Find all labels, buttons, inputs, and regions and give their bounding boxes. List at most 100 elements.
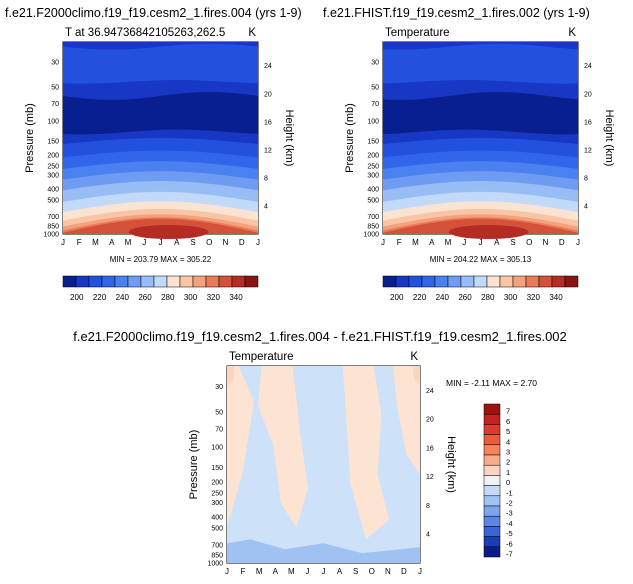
colorbar-label: 260	[138, 293, 152, 302]
min-max-label: MIN = 204.22 MAX = 305.13	[430, 255, 532, 264]
colorbar-swatch	[75, 275, 90, 288]
x-tick-label: A	[337, 567, 343, 576]
y-tick-label: 400	[367, 187, 379, 194]
x-tick-label: S	[353, 567, 358, 576]
y-tick-label: 250	[367, 163, 379, 170]
colorbar-label: -1	[506, 488, 513, 497]
contour-band-tropopause	[383, 91, 578, 135]
colorbar-label: -6	[506, 539, 513, 548]
y-right-tick-label: 16	[264, 119, 272, 126]
colorbar-label: -2	[506, 499, 513, 508]
colorbar-swatch	[499, 275, 514, 288]
x-tick-label: J	[462, 238, 466, 247]
colorbar-label: 2	[506, 458, 510, 467]
colorbar-swatch	[218, 275, 233, 288]
colorbar-swatch	[408, 275, 423, 288]
contour-band-core	[448, 225, 529, 239]
colorbar-label: 300	[184, 293, 198, 302]
contour-band-core	[128, 225, 209, 239]
colorbar-label: 3	[506, 448, 510, 457]
colorbar-label: 340	[549, 293, 563, 302]
contour-field	[227, 366, 420, 563]
colorbar-swatch	[395, 275, 410, 288]
chart-panel-2: f.e21.FHIST.f19_f19.cesm2_1.fires.002 (y…	[323, 6, 615, 302]
colorbar-swatch	[434, 275, 449, 288]
colorbar-swatch	[483, 434, 501, 446]
x-tick-label: N	[385, 567, 391, 576]
x-tick-label: A	[429, 238, 435, 247]
units-label: K	[248, 27, 256, 39]
colorbar-swatch	[483, 495, 501, 507]
x-tick-label: J	[381, 238, 385, 247]
chart-title: f.e21.F2000climo.f19_f19.cesm2_1.fires.0…	[5, 6, 302, 20]
y-tick-label: 400	[47, 187, 59, 194]
y-tick-label: 250	[47, 163, 59, 170]
colorbar-swatch	[486, 275, 501, 288]
x-tick-label: A	[109, 238, 115, 247]
x-tick-label: O	[206, 238, 212, 247]
y-right-tick-label: 16	[584, 119, 592, 126]
y-tick-label: 200	[367, 153, 379, 160]
y-right-tick-label: 12	[264, 147, 272, 154]
colorbar-label: 200	[390, 293, 404, 302]
contour-field	[383, 42, 578, 239]
y-right-tick-label: 20	[426, 417, 434, 424]
colorbar-swatch	[421, 275, 436, 288]
colorbar-swatch	[62, 275, 77, 288]
colorbar-swatch	[114, 275, 129, 288]
min-max-label: MIN = 203.79 MAX = 305.22	[110, 255, 212, 264]
x-tick-label: N	[223, 238, 229, 247]
colorbar-swatch	[244, 275, 259, 288]
colorbar-swatch	[512, 275, 527, 288]
colorbar-label: 5	[506, 427, 510, 436]
colorbar-label: 260	[458, 293, 472, 302]
y-right-axis-label: Height (km)	[283, 110, 295, 167]
colorbar-swatch	[153, 275, 168, 288]
y-tick-label: 30	[215, 384, 223, 391]
colorbar-label: -4	[506, 519, 513, 528]
y-right-tick-label: 24	[264, 63, 272, 70]
contour-band-tropopause	[63, 91, 258, 135]
colorbar-label: 220	[93, 293, 107, 302]
y-right-tick-label: 12	[584, 147, 592, 154]
colorbar-label: -3	[506, 509, 513, 518]
y-tick-label: 70	[215, 427, 223, 434]
x-tick-label: D	[559, 238, 565, 247]
diff-patch-neg-1	[227, 539, 420, 563]
y-tick-label: 700	[211, 543, 223, 550]
x-tick-label: J	[322, 567, 326, 576]
colorbar-swatch	[483, 403, 501, 415]
colorbar-swatch	[460, 275, 475, 288]
y-right-tick-label: 20	[584, 91, 592, 98]
y-right-tick-label: 4	[584, 203, 588, 210]
colorbar-swatch	[483, 546, 501, 558]
x-tick-label: J	[159, 238, 163, 247]
chart-title: f.e21.FHIST.f19_f19.cesm2_1.fires.002 (y…	[323, 6, 590, 20]
y-tick-label: 50	[51, 84, 59, 91]
chart-subtitle: T at 36.94736842105263,262.5	[65, 27, 225, 39]
diff-patch-pos-4	[392, 366, 420, 475]
y-tick-label: 1000	[363, 232, 379, 239]
y-tick-label: 30	[371, 59, 379, 66]
min-max-label: MIN = -2.11 MAX = 2.70	[446, 378, 537, 388]
colorbar-label: 200	[70, 293, 84, 302]
y-tick-label: 300	[367, 172, 379, 179]
y-right-axis-label: Height (km)	[445, 436, 457, 493]
units-label: K	[410, 351, 418, 363]
x-tick-label: N	[543, 238, 549, 247]
contour-band-base	[227, 366, 420, 563]
diff-patch-pos-1	[227, 366, 255, 524]
x-tick-label: M	[125, 238, 132, 247]
x-tick-label: J	[418, 567, 422, 576]
y-tick-label: 150	[367, 138, 379, 145]
y-tick-label: 300	[211, 500, 223, 507]
x-tick-label: M	[288, 567, 295, 576]
x-tick-label: D	[239, 238, 245, 247]
colorbar-label: 1	[506, 468, 510, 477]
x-tick-label: D	[401, 567, 407, 576]
y-tick-label: 850	[47, 224, 59, 231]
y-tick-label: 150	[211, 465, 223, 472]
colorbar-label: 4	[506, 437, 510, 446]
y-right-tick-label: 8	[264, 175, 268, 182]
x-tick-label: S	[510, 238, 515, 247]
